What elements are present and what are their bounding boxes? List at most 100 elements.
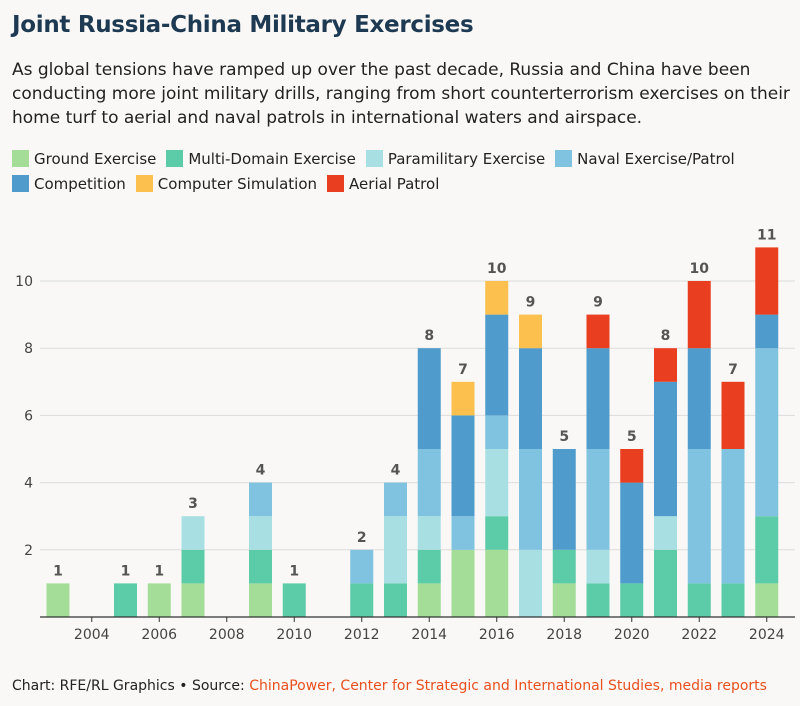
bar-segment [552,583,576,617]
legend-row-2: Competition Computer Simulation Aerial P… [12,171,792,196]
y-tick-label: 10 [15,274,33,290]
bar-total-label: 10 [487,261,507,277]
chart-title: Joint Russia-China Military Exercises [12,12,474,38]
bar-segment [586,348,610,449]
bar-segment [350,583,374,617]
bar-segment [417,549,441,584]
legend-label: Paramilitary Exercise [387,149,546,168]
bar-segment [755,583,779,617]
bar-total-label: 1 [289,563,299,579]
legend-label: Computer Simulation [157,174,318,193]
bar-segment [181,516,205,550]
legend-item-multi-domain-exercise: Multi-Domain Exercise [166,149,356,168]
bar-segment [755,247,779,315]
bar-segment [249,583,272,617]
legend-label: Naval Exercise/Patrol [577,149,735,168]
bar-total-label: 10 [690,261,710,277]
x-tick-label: 2016 [479,627,515,643]
bar-segment [586,314,610,349]
bar-segment [282,583,306,617]
legend-item-paramilitary-exercise: Paramilitary Exercise [365,149,546,168]
x-tick-label: 2006 [141,627,177,643]
bar-segment [350,549,374,584]
bar-total-label: 1 [154,563,164,579]
legend-row-1: Ground Exercise Multi-Domain Exercise Pa… [12,146,792,171]
bar-segment [417,583,441,617]
bar-segment [417,348,441,449]
bar-segment [384,516,407,584]
y-tick-label: 6 [24,408,33,424]
x-tick-label: 2010 [276,627,312,643]
bar-segment [755,348,779,517]
bar-total-label: 1 [121,563,131,579]
bar-segment [620,482,644,584]
bar-total-label: 2 [357,530,367,546]
legend-swatch [327,175,345,192]
bar-total-label: 5 [559,429,569,445]
bar-segment [249,516,272,550]
bar-segment [721,381,745,449]
bar-total-label: 9 [526,295,536,311]
bar-segment [519,348,542,449]
bar-segment [620,449,644,483]
legend-item-competition: Competition [12,175,126,193]
legend-swatch [135,175,153,192]
legend-swatch [555,150,573,167]
bar-total-label: 7 [458,362,468,378]
legend-item-ground-exercise: Ground Exercise [12,150,156,168]
bar-total-label: 8 [424,328,434,344]
bar-segment [755,516,779,584]
x-tick-label: 2004 [74,627,110,643]
footer-credit: Chart: RFE/RL Graphics • Source: [12,678,250,694]
y-tick-label: 4 [24,476,33,492]
bar-segment [451,516,475,550]
legend-item-naval-exercise-patrol: Naval Exercise/Patrol [555,150,735,168]
bar-segment [417,449,441,517]
legend-label: Aerial Patrol [349,174,440,193]
chart-subtitle: As global tensions have ramped up over t… [12,60,790,128]
legend-swatch [166,150,184,167]
legend-item-computer-simulation: Computer Simulation [135,174,318,193]
bar-total-label: 9 [593,295,603,311]
source-link[interactable]: ChinaPower, Center for Strategic and Int… [249,678,767,694]
bar-segment [249,549,272,584]
bar-segment [687,348,711,449]
bar-segment [654,348,677,382]
bar-segment [485,281,509,315]
bar-segment [451,381,475,416]
legend-swatch [365,150,383,167]
bar-total-label: 1 [53,563,63,579]
y-tick-label: 8 [24,341,33,357]
bar-segment [654,381,677,517]
bar-segment [519,549,542,617]
bar-segment [384,583,407,617]
bar-segment [249,482,272,517]
bar-segment [519,449,542,550]
y-tick-label: 2 [24,543,33,559]
bar-total-label: 8 [661,328,671,344]
bar-segment [552,549,576,584]
x-tick-label: 2020 [614,627,650,643]
bar-segment [485,415,509,449]
bar-segment [181,583,205,617]
x-tick-label: 2022 [681,627,717,643]
legend-label: Multi-Domain Exercise [188,149,356,168]
bar-segment [485,516,509,550]
legend-item-aerial-patrol: Aerial Patrol [327,175,439,193]
legend-label: Ground Exercise [34,149,157,168]
bar-segment [46,583,70,617]
bar-segment [620,583,644,617]
bar-segment [586,549,610,584]
footer: Chart: RFE/RL Graphics • Source: ChinaPo… [12,678,767,694]
bar-total-label: 5 [627,429,637,445]
x-tick-label: 2008 [209,627,245,643]
bar-segment [721,583,745,617]
x-tick-label: 2018 [546,627,582,643]
legend-swatch [12,150,29,167]
bar-segment [114,583,137,617]
bar-segment [687,449,711,584]
legend-swatch [12,175,29,192]
bar-segment [485,549,509,617]
bar-segment [147,583,171,617]
bar-total-label: 4 [256,463,266,479]
